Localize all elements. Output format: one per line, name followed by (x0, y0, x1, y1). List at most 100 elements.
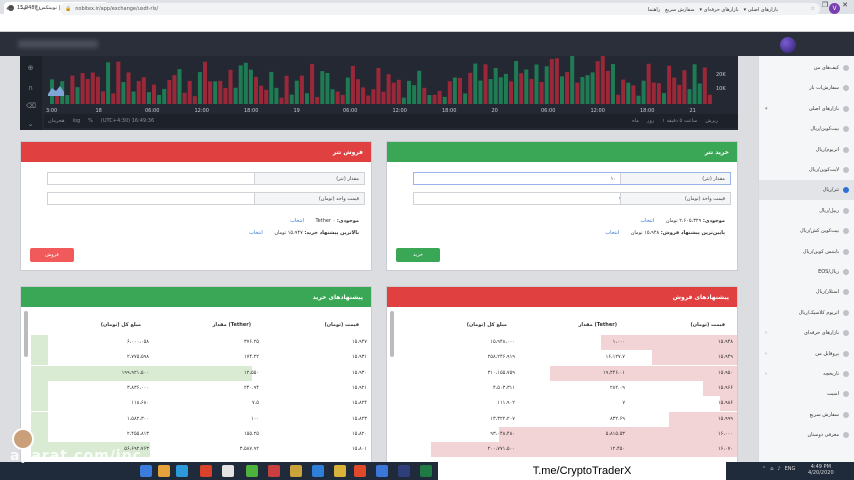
order-row[interactable]: ۱۵،۹۴۸ ۱،۰۰۰ ۱۵،۹۴۸،۰۰۰ (397, 335, 737, 350)
order-row[interactable]: ۱۶،۰۷۰ ۱۲،۴۵۰ ۲۰۰،۷۷۱،۵۰۰ (397, 442, 737, 458)
taskbar-app-icon[interactable] (290, 465, 302, 477)
sidebar-item[interactable]: EOS/ریال (759, 262, 854, 282)
order-row[interactable]: ۱۵،۸۲۳ ۱۰۰ ۱،۵۸۲،۳۰۰ (31, 411, 371, 427)
sidebar-item[interactable]: تتر/ریال (759, 180, 854, 201)
nav-quick-order[interactable]: سفارش سریع (665, 7, 695, 13)
bookmark-star-icon[interactable]: ☆ (810, 6, 815, 12)
sidebar-item[interactable]: بایننس کوین/ریال (759, 242, 854, 262)
forward-icon[interactable]: → (20, 4, 27, 13)
chart-range-other[interactable]: ریزش (705, 118, 718, 124)
tray-language[interactable]: ENG (784, 466, 796, 472)
order-row[interactable]: ۱۵،۹۵۰ ۱۹،۴۴۶.۰۱ ۳۱۰،۱۵۵،۷۵۹ (397, 365, 737, 381)
sidebar-item[interactable]: › بازارهای حرفه‌ای (759, 323, 854, 343)
sell-price-field[interactable]: قیمت واحد (تومان) (47, 192, 365, 205)
clock-time: 4:49 PM (810, 464, 831, 470)
sell-button[interactable]: فروش (30, 248, 74, 262)
buy-amount-field[interactable]: ۱۰ مقدار (تتر) (413, 172, 731, 185)
sidebar-item[interactable]: معرفی دوستان (759, 425, 854, 445)
sidebar-item[interactable]: اتریوم کلاسیک/ریال (759, 303, 854, 323)
order-row[interactable]: ۱۵،۸۰۱ ۳،۵۸۷.۹۲ ۵۶،۶۹۲،۷۶۳ (31, 442, 371, 458)
order-row[interactable]: ۱۵،۸۲۴ ۷.۵ ۱۱۸،۶۸۰ (31, 396, 371, 412)
sidebar-item[interactable]: › تاریخچه (759, 364, 854, 384)
order-row[interactable]: ۱۵،۹۲۱ ۲۴۰.۹۴ ۳،۸۳۶،۰۰۰ (31, 380, 371, 396)
sell-select-all-link[interactable]: انتخاب (290, 218, 304, 224)
taskbar-app-icon[interactable] (376, 465, 388, 477)
sidebar-item[interactable]: کیف‌های من (759, 58, 854, 78)
taskbar-app-icon[interactable] (354, 465, 366, 477)
buy-select-best-link[interactable]: انتخاب (605, 230, 620, 236)
buy-select-all-link[interactable]: انتخاب (640, 218, 655, 224)
collapse-icon[interactable]: ⌄ (27, 120, 34, 128)
volume-chart[interactable]: 3:00 18 06:00 12:00 18:00 19 06:00 12:00 18:00 20… (44, 56, 738, 114)
volume-bar (310, 63, 315, 104)
chart-range-day[interactable]: روز (646, 118, 655, 124)
chart-currency-toggle[interactable]: هجرمان (48, 118, 65, 124)
tray-volume-icon[interactable]: ♪ (777, 466, 781, 472)
chart-range-month[interactable]: ماه (632, 118, 639, 124)
profile-avatar[interactable]: V (829, 3, 840, 14)
sidebar-item[interactable]: ریپل/ریال (759, 201, 854, 221)
order-row[interactable]: ۱۵،۹۳۰ ۱۲،۵۵۰ ۱۹۹،۹۲۱،۵۰۰ (31, 365, 371, 381)
maximize-icon[interactable]: ❐ (821, 1, 829, 9)
sidebar-item[interactable]: ▾ بازارهای اصلی (759, 99, 854, 119)
taskbar-app-icon[interactable] (268, 465, 280, 477)
taskbar-excel-icon[interactable] (420, 465, 432, 477)
buy-amount-value: ۱۰ (610, 175, 616, 182)
sidebar-item[interactable]: سفارش‌ات باز (759, 78, 854, 98)
zoom-icon[interactable]: ⊕ (27, 64, 34, 72)
sell-select-best-link[interactable]: انتخاب (248, 230, 263, 236)
taskbar-chrome-icon[interactable] (222, 465, 234, 477)
sidebar-item[interactable]: سفارش سریع (759, 405, 854, 425)
order-row[interactable]: ۱۵،۹۹۹ ۸۳۲.۶۹ ۱۳،۳۲۲،۲۰۷ (397, 411, 737, 427)
order-row[interactable]: ۱۵،۹۴۹ ۱۶،۱۲۷.۷ ۲۵۸،۲۴۶،۹۱۹ (397, 350, 737, 366)
chart-log-toggle[interactable]: log (72, 118, 81, 124)
tray-network-icon[interactable]: ⌂ (770, 466, 774, 472)
taskbar-app-icon[interactable] (312, 465, 324, 477)
volume-bar (345, 77, 350, 104)
volume-bar (274, 87, 279, 104)
sidebar-item[interactable]: › پروفایل من (759, 344, 854, 364)
tray-up-icon[interactable]: ⌃ (762, 466, 767, 472)
taskbar-photoshop-icon[interactable] (398, 465, 410, 477)
taskbar-app-icon[interactable] (158, 465, 170, 477)
sidebar-item[interactable]: اتریوم/ریال (759, 140, 854, 160)
sidebar-item[interactable]: امنیت (759, 384, 854, 404)
chart-percent-toggle[interactable]: % (88, 118, 93, 124)
taskbar-app-icon[interactable] (176, 465, 188, 477)
buy-price-field[interactable]: ▾ قیمت واحد (تومان) (413, 192, 731, 205)
site-nav: بازارهای اصلی ▾ بازارهای حرفه‌ای ▾ سفارش… (648, 7, 778, 13)
nobitex-logo[interactable] (780, 37, 796, 53)
nav-help[interactable]: راهنما (647, 7, 661, 13)
sell-orders-scrollbar[interactable] (390, 311, 394, 357)
url-input[interactable]: 🔒 nobitex.ir/app/exchange/usdt-rls/ ☆ (60, 3, 820, 15)
volume-bar (340, 94, 345, 104)
taskbar-app-icon[interactable] (246, 465, 258, 477)
taskbar-app-icon[interactable] (140, 465, 152, 477)
sell-amount-field[interactable]: مقدار (تتر) (47, 172, 365, 185)
buy-orders-scrollbar[interactable] (24, 311, 28, 357)
chart-timezone[interactable]: (UTC+4:30) 16:49:36 (100, 118, 155, 124)
taskbar-app-icon[interactable] (334, 465, 346, 477)
magnet-icon[interactable]: ∩ (27, 84, 34, 92)
sidebar-item[interactable]: استلار/ریال (759, 282, 854, 302)
reload-icon[interactable]: ↻ (34, 4, 41, 13)
nav-main-markets[interactable]: بازارهای اصلی ▾ (743, 7, 778, 13)
sell-orders-header-price: قیمت (تومان) (690, 322, 725, 328)
sidebar-item[interactable]: بیت‌کوین/ریال (759, 119, 854, 139)
taskbar-clock[interactable]: 4:49 PM 4/20/2020 (808, 464, 834, 476)
sidebar-item[interactable]: لایت‌کوین/ریال (759, 160, 854, 180)
order-row[interactable]: ۱۵،۹۴۷ ۳۷۶.۲۵ ۶،۰۰۰،۰۵۸ (31, 335, 371, 350)
order-row[interactable]: ۱۶،۰۰۰ ۵،۸۱۵.۵۳ ۹۳،۰۴۸،۴۸۰ (397, 426, 737, 442)
order-row[interactable]: ۱۵،۹۶۶ ۲۸۲.۰۹ ۴،۵۰۳،۳۱۱ (397, 380, 737, 396)
taskbar-brave-icon[interactable] (200, 465, 212, 477)
order-row[interactable]: ۱۵،۸۲۰ ۱۵۵.۲۵ ۲،۴۵۵،۸۱۳ (31, 426, 371, 442)
buy-button[interactable]: خرید (396, 248, 440, 262)
nav-pro-markets[interactable]: بازارهای حرفه‌ای ▾ (699, 7, 739, 13)
close-window-icon[interactable]: ✕ (842, 1, 848, 9)
trash-icon[interactable]: ⌫ (26, 102, 36, 110)
order-row[interactable]: ۱۵،۹۳۱ ۱۷۴.۲۲ ۲،۷۷۵،۵۹۸ (31, 350, 371, 366)
back-icon[interactable]: ← (6, 4, 13, 13)
sidebar-item[interactable]: بیت‌کوین کش/ریال (759, 221, 854, 241)
chart-range-hours[interactable]: ۱ ساعت ۵ دقیقه (662, 118, 698, 124)
order-row[interactable]: ۱۵،۹۸۶ ۷ ۱۱۱،۹۰۲ (397, 396, 737, 412)
